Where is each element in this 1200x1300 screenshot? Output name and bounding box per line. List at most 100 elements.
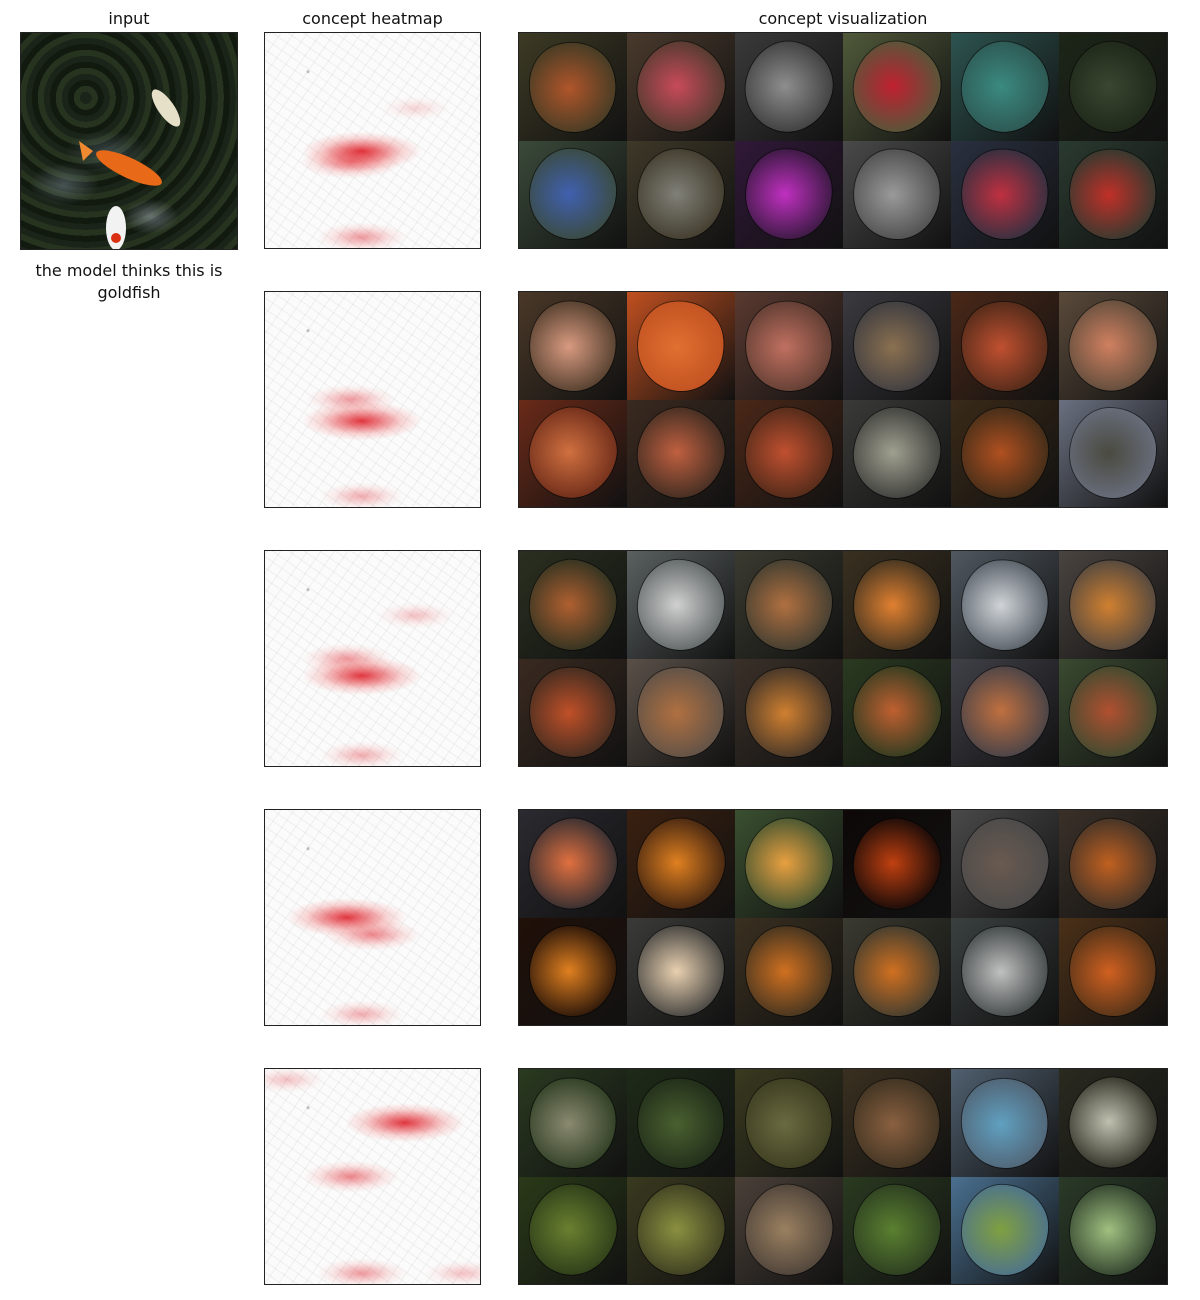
concept-region bbox=[843, 1069, 951, 1177]
concept-example-image bbox=[519, 399, 627, 507]
concept-region bbox=[635, 557, 727, 653]
concept-example-image bbox=[519, 551, 627, 659]
concept-example-image bbox=[627, 399, 735, 507]
concept-example-image bbox=[1059, 140, 1167, 248]
concept-example-image bbox=[951, 1176, 1059, 1284]
concept-example-image bbox=[1059, 551, 1167, 659]
concept-heatmap-1 bbox=[264, 32, 481, 249]
concept-example-image bbox=[735, 917, 843, 1025]
concept-example-image bbox=[843, 551, 951, 659]
concept-region bbox=[957, 555, 1053, 655]
concept-example-image bbox=[627, 292, 735, 400]
concept-example-image bbox=[627, 1176, 735, 1284]
concept-region bbox=[1059, 1069, 1167, 1177]
concept-region bbox=[1066, 815, 1160, 912]
concept-region bbox=[629, 1177, 733, 1283]
concept-region bbox=[739, 1179, 839, 1281]
concept-heatmap-5 bbox=[264, 1068, 481, 1285]
concept-region bbox=[742, 146, 836, 243]
concept-example-image bbox=[519, 33, 627, 141]
concept-region bbox=[951, 658, 1059, 766]
concept-region bbox=[637, 148, 725, 241]
concept-example-image bbox=[627, 810, 735, 918]
column-title-input: input bbox=[108, 9, 150, 28]
concept-example-image bbox=[951, 292, 1059, 400]
concept-region bbox=[954, 142, 1056, 247]
concept-region bbox=[519, 33, 627, 141]
concept-region bbox=[1060, 658, 1166, 766]
concept-visualization-grid-2 bbox=[518, 291, 1168, 508]
concept-example-image bbox=[735, 292, 843, 400]
concept-region bbox=[1063, 553, 1163, 657]
concept-example-image bbox=[519, 1176, 627, 1284]
concept-example-image bbox=[1059, 658, 1167, 766]
concept-example-image bbox=[1059, 292, 1167, 400]
concept-example-image bbox=[627, 33, 735, 141]
column-title-visualization: concept visualization bbox=[758, 9, 928, 28]
concept-example-image bbox=[843, 399, 951, 507]
concept-region bbox=[627, 810, 735, 918]
concept-region bbox=[843, 292, 951, 400]
concept-region bbox=[521, 659, 625, 766]
concept-example-image bbox=[735, 810, 843, 918]
concept-example-image bbox=[519, 658, 627, 766]
concept-region bbox=[736, 810, 842, 918]
concept-example-image bbox=[735, 33, 843, 141]
concept-region bbox=[745, 559, 833, 650]
concept-region bbox=[959, 405, 1051, 501]
concept-region bbox=[956, 813, 1054, 914]
concept-region bbox=[846, 811, 948, 916]
concept-region bbox=[529, 925, 617, 1018]
concept-region bbox=[849, 403, 945, 503]
concept-example-image bbox=[519, 292, 627, 400]
concept-region bbox=[523, 1072, 623, 1174]
concept-example-image bbox=[735, 1176, 843, 1284]
concept-example-image bbox=[1059, 1176, 1167, 1284]
concept-region bbox=[850, 1181, 944, 1279]
goldfish-picture bbox=[79, 89, 181, 249]
concept-example-image bbox=[627, 917, 735, 1025]
concept-example-image bbox=[843, 1069, 951, 1177]
concept-region bbox=[848, 144, 946, 245]
concept-example-image bbox=[951, 399, 1059, 507]
concept-region bbox=[1059, 292, 1167, 400]
concept-example-image bbox=[951, 33, 1059, 141]
concept-region bbox=[1066, 38, 1160, 136]
concept-visualization-grid-1 bbox=[518, 32, 1168, 249]
concept-example-image bbox=[519, 1069, 627, 1177]
concept-example-image bbox=[843, 292, 951, 400]
concept-region bbox=[736, 292, 842, 400]
concept-region bbox=[519, 399, 627, 507]
input-image bbox=[20, 32, 238, 250]
concept-example-image bbox=[735, 551, 843, 659]
concept-example-image bbox=[951, 140, 1059, 248]
prediction-caption: the model thinks this is goldfish bbox=[35, 261, 223, 302]
concept-example-image bbox=[519, 810, 627, 918]
concept-example-image bbox=[1059, 1069, 1167, 1177]
concept-visualization-grid-5 bbox=[518, 1068, 1168, 1285]
concept-region bbox=[524, 295, 622, 396]
concept-region bbox=[951, 292, 1059, 400]
column-title-heatmap: concept heatmap bbox=[302, 9, 443, 28]
concept-example-image bbox=[951, 658, 1059, 766]
concept-region bbox=[1060, 917, 1166, 1025]
concept-example-image bbox=[843, 810, 951, 918]
concept-visualization-grid-4 bbox=[518, 809, 1168, 1026]
concept-example-image bbox=[1059, 33, 1167, 141]
concept-example-image bbox=[843, 917, 951, 1025]
concept-region bbox=[1069, 408, 1157, 499]
concept-region bbox=[519, 810, 627, 918]
concept-example-image bbox=[735, 1069, 843, 1177]
concept-visualization-grid-3 bbox=[518, 550, 1168, 767]
concept-region bbox=[525, 555, 621, 655]
concept-example-image bbox=[951, 551, 1059, 659]
concept-region bbox=[960, 1183, 1050, 1277]
concept-region bbox=[736, 33, 842, 141]
concept-heatmap-2 bbox=[264, 291, 481, 508]
concept-example-image bbox=[843, 33, 951, 141]
concept-region bbox=[953, 918, 1057, 1024]
concept-region bbox=[520, 1176, 626, 1284]
concept-region bbox=[627, 658, 735, 766]
concept-example-image bbox=[843, 658, 951, 766]
concept-region bbox=[1060, 140, 1166, 248]
